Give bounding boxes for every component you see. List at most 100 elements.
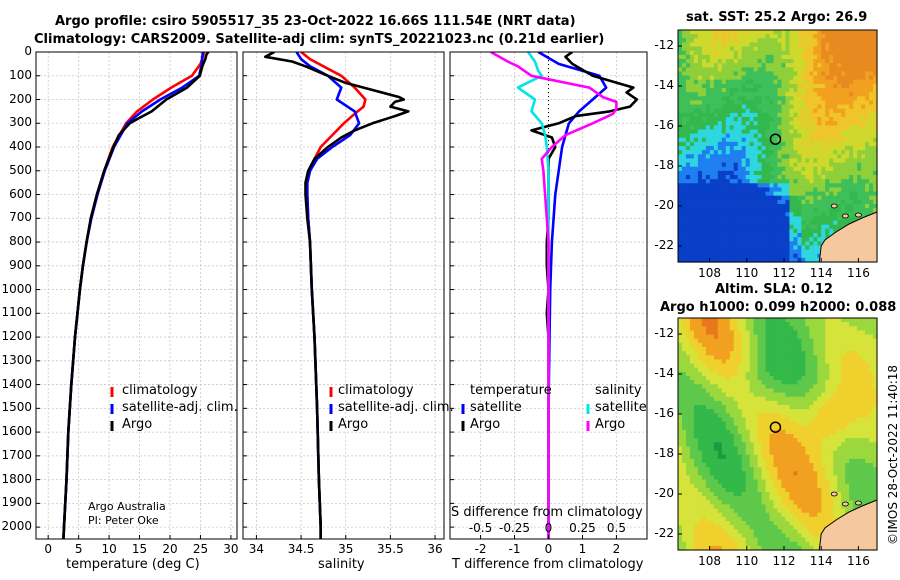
map-cell <box>777 191 783 197</box>
map-cell <box>837 371 842 377</box>
map-cell <box>821 376 826 381</box>
map-cell <box>737 150 743 155</box>
map-cell <box>681 479 687 485</box>
map-cell <box>737 442 743 448</box>
map-cell <box>797 179 802 184</box>
map-cell <box>721 351 727 356</box>
map-cell <box>678 363 683 369</box>
map-cell <box>777 183 783 189</box>
map-cell <box>801 326 806 332</box>
map-cell <box>721 409 727 414</box>
map-cell <box>801 338 806 344</box>
map-cell <box>773 208 779 213</box>
map-cell <box>678 342 683 348</box>
map-cell <box>841 405 846 410</box>
map-cell <box>781 104 787 110</box>
map-cell <box>761 191 767 197</box>
map-cell <box>729 330 735 336</box>
map-cell <box>777 112 783 118</box>
map-cell <box>753 342 759 348</box>
map-cell <box>841 326 846 332</box>
map-cell <box>805 121 810 126</box>
map-cell <box>729 380 735 385</box>
map-cell <box>721 384 727 390</box>
map-cell <box>725 380 731 385</box>
map-cell <box>869 450 874 456</box>
map-cell <box>713 425 719 431</box>
map-cell <box>749 409 755 414</box>
map-cell <box>833 405 838 410</box>
map-cell <box>781 249 787 255</box>
map-cell <box>753 359 759 365</box>
map-cell <box>857 63 862 68</box>
map-cell <box>865 330 870 336</box>
map-cell <box>678 50 683 56</box>
map-cell <box>725 392 731 398</box>
map-cell <box>857 355 862 361</box>
map-cell <box>689 50 695 56</box>
map-cell <box>757 59 763 64</box>
map-cell <box>705 446 711 452</box>
map-cell <box>837 112 842 118</box>
map-cell <box>678 104 683 110</box>
map-cell <box>841 438 846 443</box>
map-cell <box>689 413 695 419</box>
map-cell <box>861 392 866 398</box>
map-cell <box>765 326 771 332</box>
map-cell <box>837 199 842 205</box>
map-cell <box>869 396 874 402</box>
map-cell <box>705 100 711 106</box>
map-cell <box>713 150 719 155</box>
map-cell <box>817 108 822 114</box>
map-cell <box>753 162 759 168</box>
map-cell <box>781 450 787 456</box>
map-cell <box>777 129 783 135</box>
map-cell <box>681 471 687 477</box>
map-cell <box>705 249 711 255</box>
map-cell <box>841 334 846 340</box>
map-cell <box>773 438 779 443</box>
map-cell <box>733 129 739 135</box>
map-cell <box>701 104 707 110</box>
map-cell <box>733 392 739 398</box>
map-cell <box>737 137 743 143</box>
map-cell <box>678 67 683 73</box>
map-cell <box>753 228 759 234</box>
map-cell <box>793 253 798 259</box>
map-cell <box>781 384 787 390</box>
map-cell <box>789 42 795 48</box>
map-cell <box>805 237 810 242</box>
map-cell <box>701 67 707 73</box>
map-cell <box>761 179 767 184</box>
map-cell <box>821 50 826 56</box>
map-cell <box>813 338 818 344</box>
map-cell <box>681 30 687 35</box>
map-cell <box>833 100 838 106</box>
map-cell <box>805 71 810 77</box>
map-cell <box>837 330 842 336</box>
map-cell <box>725 463 731 468</box>
map-cell <box>849 425 854 431</box>
map-cell <box>717 467 723 472</box>
map-cell <box>825 195 830 201</box>
map-cell <box>717 257 723 263</box>
map-cell <box>701 434 707 439</box>
map-cell <box>749 342 755 348</box>
map-cell <box>717 191 723 197</box>
map-cell <box>865 166 870 172</box>
map-cell <box>705 371 711 377</box>
map-cell <box>761 133 767 139</box>
map-cell <box>805 79 810 85</box>
map-cell <box>841 384 846 390</box>
map-cell <box>725 338 731 344</box>
map-cell <box>721 34 727 39</box>
map-cell <box>825 446 830 452</box>
map-cell <box>777 376 783 381</box>
map-cell <box>737 322 743 327</box>
map-cell <box>737 467 743 472</box>
map-cell <box>681 359 687 365</box>
map-cell <box>769 104 775 110</box>
map-cell <box>777 392 783 398</box>
map-cell <box>678 405 683 410</box>
map-cell <box>781 405 787 410</box>
